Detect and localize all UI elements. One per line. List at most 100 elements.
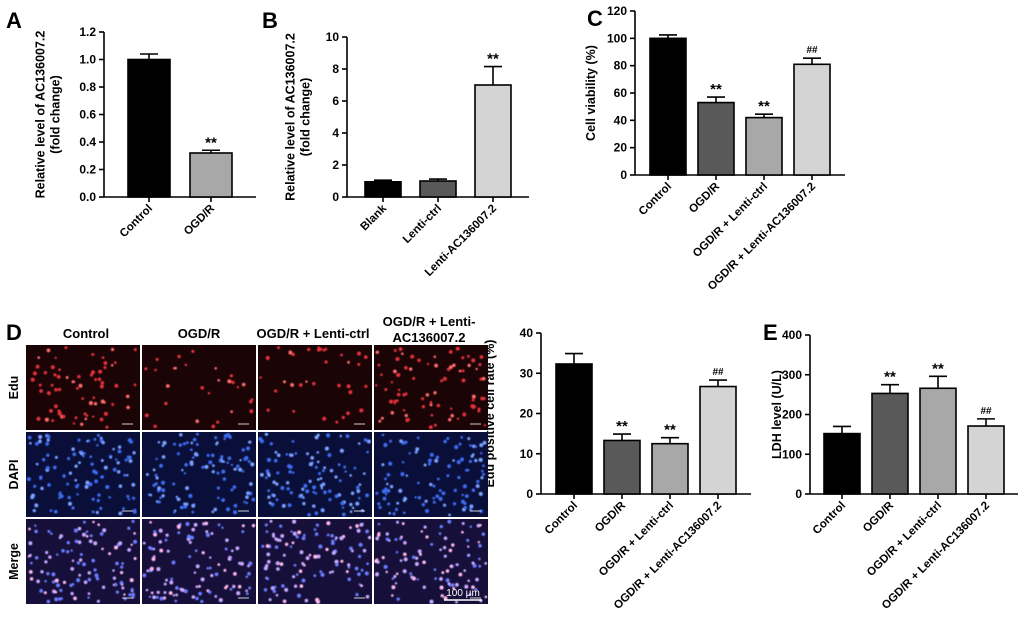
nucleus-dot [298, 569, 303, 573]
nucleus-dot [421, 405, 426, 409]
nucleus-dot [386, 488, 391, 493]
nucleus-dot [179, 432, 183, 437]
nucleus-dot [145, 588, 149, 592]
nucleus-dot [225, 538, 229, 543]
nucleus-dot [471, 398, 475, 402]
nucleus-dot [347, 563, 351, 567]
nucleus-dot [58, 597, 62, 601]
nucleus-dot [133, 532, 136, 535]
nucleus-dot [152, 595, 157, 600]
nucleus-dot [402, 511, 406, 515]
nucleus-dot [274, 450, 278, 454]
nucleus-dot [210, 453, 215, 458]
nucleus-dot [310, 456, 315, 460]
nucleus-dot [148, 546, 152, 550]
nucleus-dot [37, 356, 41, 359]
nucleus-dot [268, 501, 272, 505]
nucleus-dot [47, 530, 51, 533]
nucleus-dot [355, 524, 359, 528]
nucleus-dot [250, 398, 254, 401]
row-label: Edu [7, 376, 21, 400]
nucleus-dot [466, 354, 470, 358]
y-tick-label: 0.8 [79, 80, 96, 94]
nucleus-dot [244, 455, 249, 460]
cell-nuclei [145, 432, 256, 515]
nucleus-dot [334, 559, 339, 564]
nucleus-dot [127, 497, 131, 501]
nucleus-dot [53, 509, 58, 514]
nucleus-dot [381, 433, 385, 437]
nucleus-dot [331, 550, 336, 555]
nucleus-dot [343, 465, 347, 469]
nucleus-dot [314, 532, 319, 536]
nucleus-dot [265, 530, 269, 533]
nucleus-dot [245, 592, 249, 596]
nucleus-dot [296, 593, 302, 598]
nucleus-dot [484, 562, 488, 565]
nucleus-dot [466, 538, 470, 542]
nucleus-dot [429, 452, 434, 457]
nucleus-dot [346, 411, 350, 416]
nucleus-dot [216, 420, 220, 424]
nucleus-dot [88, 539, 93, 544]
nucleus-dot [236, 385, 240, 389]
nucleus-dot [100, 459, 104, 462]
y-tick-label: 2 [332, 158, 339, 172]
nucleus-dot [176, 497, 181, 502]
nucleus-dot [335, 563, 339, 567]
nucleus-dot [266, 577, 270, 581]
nucleus-dot [154, 473, 158, 477]
nucleus-dot [417, 481, 420, 485]
nucleus-dot [180, 588, 185, 592]
nucleus-dot [265, 469, 270, 473]
nucleus-dot [443, 503, 447, 507]
nucleus-dot [422, 585, 426, 589]
micrograph-background [258, 432, 372, 517]
nucleus-dot [471, 394, 476, 399]
error-bar [429, 178, 447, 181]
panel-label-a: A [6, 8, 22, 33]
nucleus-dot [222, 477, 227, 481]
nucleus-dot [421, 503, 425, 507]
nucleus-dot [477, 409, 481, 413]
nucleus-dot [115, 590, 120, 594]
significance-marker: ** [758, 98, 770, 115]
nucleus-dot [314, 511, 319, 515]
nucleus-dot [326, 533, 330, 537]
cell-nuclei [258, 432, 371, 517]
nucleus-dot [186, 534, 192, 539]
nucleus-dot [144, 413, 149, 418]
nucleus-dot [195, 585, 199, 589]
nucleus-dot [433, 391, 437, 395]
nucleus-dot [316, 460, 320, 464]
nucleus-dot [28, 569, 33, 574]
nucleus-dot [374, 559, 379, 564]
nucleus-dot [446, 436, 450, 441]
nucleus-dot [149, 493, 153, 497]
nucleus-dot [345, 570, 349, 574]
nucleus-dot [78, 573, 82, 577]
nucleus-dot [478, 557, 481, 561]
nucleus-dot [321, 469, 325, 473]
nucleus-dot [40, 486, 44, 491]
y-tick-label: 20 [614, 141, 628, 155]
y-axis-label: LDH level (U/L) [770, 370, 784, 459]
error-bar [565, 352, 583, 364]
nucleus-dot [469, 444, 472, 447]
nucleus-dot [87, 577, 92, 582]
nucleus-dot [64, 346, 68, 350]
nucleus-dot [230, 410, 233, 414]
nucleus-dot [299, 584, 304, 588]
nucleus-dot [429, 400, 433, 404]
nucleus-dot [94, 378, 98, 381]
nucleus-dot [95, 510, 99, 515]
nucleus-dot [384, 387, 388, 392]
nucleus-dot [433, 568, 437, 571]
bar-1 [649, 37, 687, 176]
nucleus-dot [128, 593, 132, 597]
nucleus-dot [330, 533, 334, 538]
nucleus-dot [49, 408, 53, 413]
nucleus-dot [175, 593, 179, 597]
nucleus-dot [96, 499, 100, 503]
